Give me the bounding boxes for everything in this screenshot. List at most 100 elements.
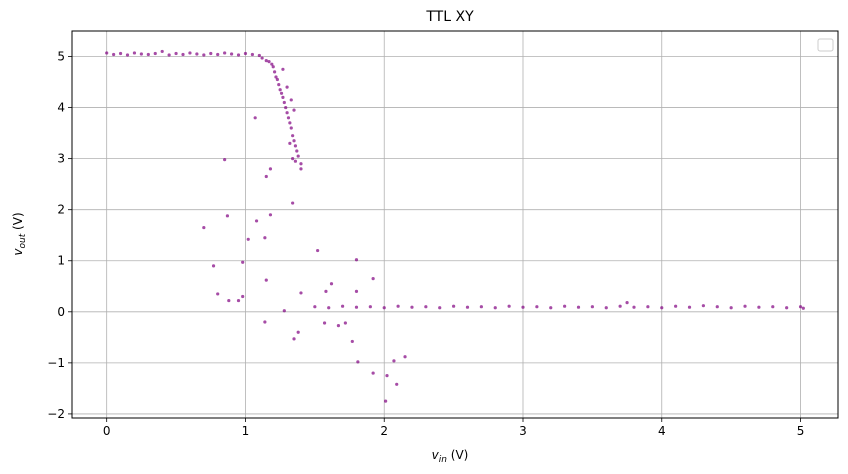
data-point	[282, 100, 286, 105]
data-point	[785, 306, 789, 310]
data-point	[757, 305, 761, 309]
data-point	[289, 126, 293, 130]
y-axis-title-unit: (V)	[11, 212, 25, 233]
data-point	[296, 330, 300, 334]
data-point	[618, 304, 622, 308]
data-point	[285, 111, 289, 115]
data-point	[291, 201, 295, 205]
data-point	[296, 154, 300, 158]
data-point	[322, 321, 327, 325]
y-axis-title-sub: out	[18, 233, 28, 248]
chart-title: TTL XY	[425, 9, 474, 25]
data-point	[281, 95, 285, 99]
data-point	[356, 360, 360, 364]
data-point	[354, 305, 359, 309]
data-point	[139, 52, 143, 56]
data-point	[625, 301, 629, 305]
data-point	[687, 305, 692, 309]
data-point	[225, 214, 230, 218]
data-point	[275, 77, 279, 82]
data-point	[715, 305, 719, 309]
data-point	[284, 105, 288, 110]
data-point	[771, 305, 775, 309]
x-tick-label: 3	[519, 424, 527, 438]
data-point	[229, 52, 234, 56]
data-point	[216, 292, 220, 296]
data-point	[452, 304, 456, 308]
y-axis-ticks: −2 −1 0 1 2 3 4 5	[47, 50, 72, 421]
legend-box	[817, 38, 834, 52]
y-tick-label: 3	[57, 152, 65, 166]
x-axis-title-unit: (V)	[447, 448, 468, 462]
y-tick-label: 5	[57, 50, 65, 64]
data-point	[271, 65, 275, 69]
data-point	[424, 305, 428, 309]
legend	[817, 38, 834, 52]
data-point	[132, 51, 137, 55]
data-point	[576, 305, 581, 309]
data-point	[211, 264, 216, 268]
data-point	[253, 116, 257, 120]
x-tick-label: 1	[242, 424, 250, 438]
data-point	[604, 306, 608, 310]
data-point	[292, 139, 296, 143]
data-point	[549, 306, 553, 310]
data-point	[371, 277, 375, 281]
data-point	[493, 306, 497, 310]
data-point	[241, 260, 245, 264]
y-axis-title: vout (V)	[11, 212, 28, 255]
data-point	[263, 320, 267, 324]
y-tick-label: −2	[47, 407, 65, 421]
data-point	[293, 144, 298, 148]
data-point	[392, 359, 396, 363]
data-point	[313, 305, 317, 309]
plot-area-frame	[71, 30, 839, 419]
data-point	[289, 98, 293, 102]
data-point	[324, 289, 328, 293]
data-point	[236, 53, 241, 57]
y-tick-label: −1	[47, 356, 65, 370]
data-point	[465, 305, 470, 309]
data-point	[479, 305, 483, 309]
x-axis-title-main: v	[432, 448, 440, 462]
data-point	[395, 382, 399, 386]
data-point	[371, 371, 375, 375]
data-point	[267, 60, 271, 64]
data-point	[263, 236, 267, 240]
data-point	[241, 294, 245, 299]
data-point	[292, 337, 296, 341]
data-point	[299, 291, 303, 295]
data-point	[403, 355, 407, 359]
x-axis-title-sub: in	[439, 455, 448, 465]
data-point	[105, 51, 109, 55]
data-point	[264, 278, 268, 282]
data-point	[202, 225, 206, 230]
data-point	[277, 83, 281, 87]
data-point	[336, 323, 341, 328]
data-point	[354, 258, 359, 262]
data-point	[257, 53, 261, 58]
data-point	[282, 309, 286, 313]
data-point	[181, 52, 185, 57]
data-point	[195, 52, 199, 56]
data-point	[293, 159, 298, 163]
data-point	[223, 158, 227, 162]
data-point	[743, 304, 747, 308]
x-tick-label: 4	[658, 424, 666, 438]
y-tick-label: 2	[57, 203, 65, 217]
y-tick-label: 4	[57, 101, 65, 115]
data-point	[801, 306, 805, 310]
data-point	[329, 282, 334, 286]
data-point	[701, 304, 705, 308]
data-point	[167, 53, 171, 57]
data-point	[368, 305, 372, 309]
data-point	[270, 62, 274, 66]
data-point	[646, 305, 650, 309]
y-axis-title-main: v	[11, 248, 25, 256]
data-point	[535, 305, 539, 309]
data-point	[264, 59, 268, 63]
data-point	[227, 298, 231, 303]
data-point	[292, 108, 296, 112]
data-point	[660, 306, 664, 310]
data-point	[268, 167, 273, 171]
